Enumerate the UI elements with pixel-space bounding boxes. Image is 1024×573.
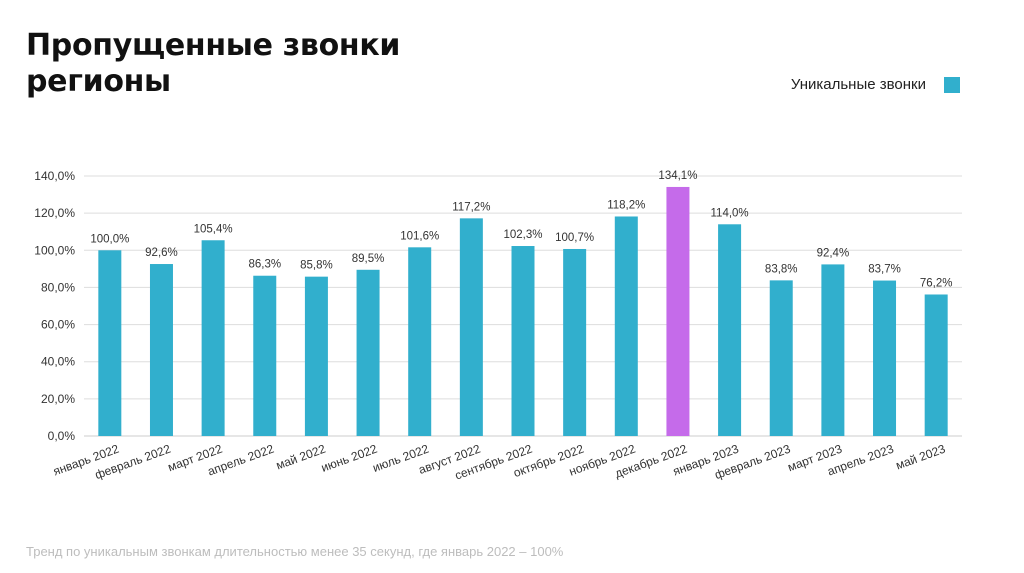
bar (769, 280, 793, 436)
bar (253, 275, 277, 436)
bar (563, 248, 587, 436)
y-tick-label: 60,0% (41, 318, 75, 332)
data-label: 100,0% (90, 233, 129, 245)
data-label: 92,6% (145, 247, 178, 259)
legend: Уникальные звонки (791, 76, 960, 93)
data-label: 76,2% (920, 277, 953, 289)
bar (666, 186, 690, 436)
data-label: 114,0% (711, 207, 749, 219)
y-tick-label: 80,0% (41, 280, 75, 294)
bar (873, 280, 897, 436)
data-label: 89,5% (352, 253, 385, 265)
chart-title-line-1: Пропущенные звонки (26, 28, 401, 63)
data-label: 83,8% (765, 263, 798, 275)
bar (718, 224, 742, 436)
bar (201, 240, 225, 436)
chart-title-line-2: регионы (26, 64, 171, 99)
data-label: 105,4% (194, 223, 233, 235)
data-label: 92,4% (817, 247, 850, 259)
x-tick-label: июнь 2022 (319, 442, 379, 475)
y-tick-label: 100,0% (34, 243, 75, 257)
y-tick-label: 0,0% (48, 429, 76, 443)
data-label: 101,6% (400, 230, 439, 242)
bar (356, 269, 380, 436)
bar (408, 247, 432, 436)
data-label: 118,2% (607, 199, 645, 211)
data-label: 102,3% (503, 229, 542, 241)
data-label: 83,7% (868, 264, 901, 276)
chart-title: Пропущенные звонки регионы (26, 28, 400, 100)
bar (614, 216, 638, 436)
y-tick-label: 20,0% (41, 392, 75, 406)
data-label: 85,8% (300, 260, 333, 272)
x-tick-label: май 2022 (274, 442, 328, 473)
bar (459, 218, 483, 436)
bar (924, 294, 948, 436)
x-tick-label: май 2023 (894, 442, 948, 473)
footnote: Тренд по уникальным звонкам длительность… (26, 544, 564, 559)
bar (511, 246, 535, 436)
legend-swatch (944, 76, 960, 93)
data-label: 117,2% (452, 201, 490, 213)
data-label: 86,3% (248, 259, 281, 271)
bar-chart: 0,0% 20,0% 40,0% 60,0% 80,0% 100,0% 120,0% 140,… (34, 169, 962, 483)
bar (821, 264, 845, 436)
y-tick-label: 140,0% (34, 169, 75, 183)
data-label: 100,7% (555, 232, 594, 244)
bar (98, 250, 122, 436)
y-tick-label: 40,0% (41, 355, 75, 369)
bar (149, 264, 173, 436)
y-tick-label: 120,0% (34, 206, 75, 220)
data-label: 134,1% (658, 170, 697, 182)
legend-label: Уникальные звонки (790, 76, 926, 93)
bar (304, 276, 328, 436)
